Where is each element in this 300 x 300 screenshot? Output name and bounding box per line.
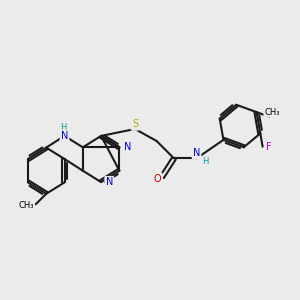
Text: CH₃: CH₃ — [18, 201, 34, 210]
Text: CH₃: CH₃ — [265, 108, 280, 117]
Text: N: N — [193, 148, 200, 158]
Text: N: N — [61, 131, 68, 141]
Text: F: F — [266, 142, 272, 152]
Text: H: H — [60, 123, 66, 132]
Text: N: N — [106, 177, 113, 187]
Text: S: S — [132, 119, 138, 130]
Text: O: O — [154, 173, 161, 184]
Text: N: N — [124, 142, 131, 152]
Text: H: H — [202, 158, 209, 166]
